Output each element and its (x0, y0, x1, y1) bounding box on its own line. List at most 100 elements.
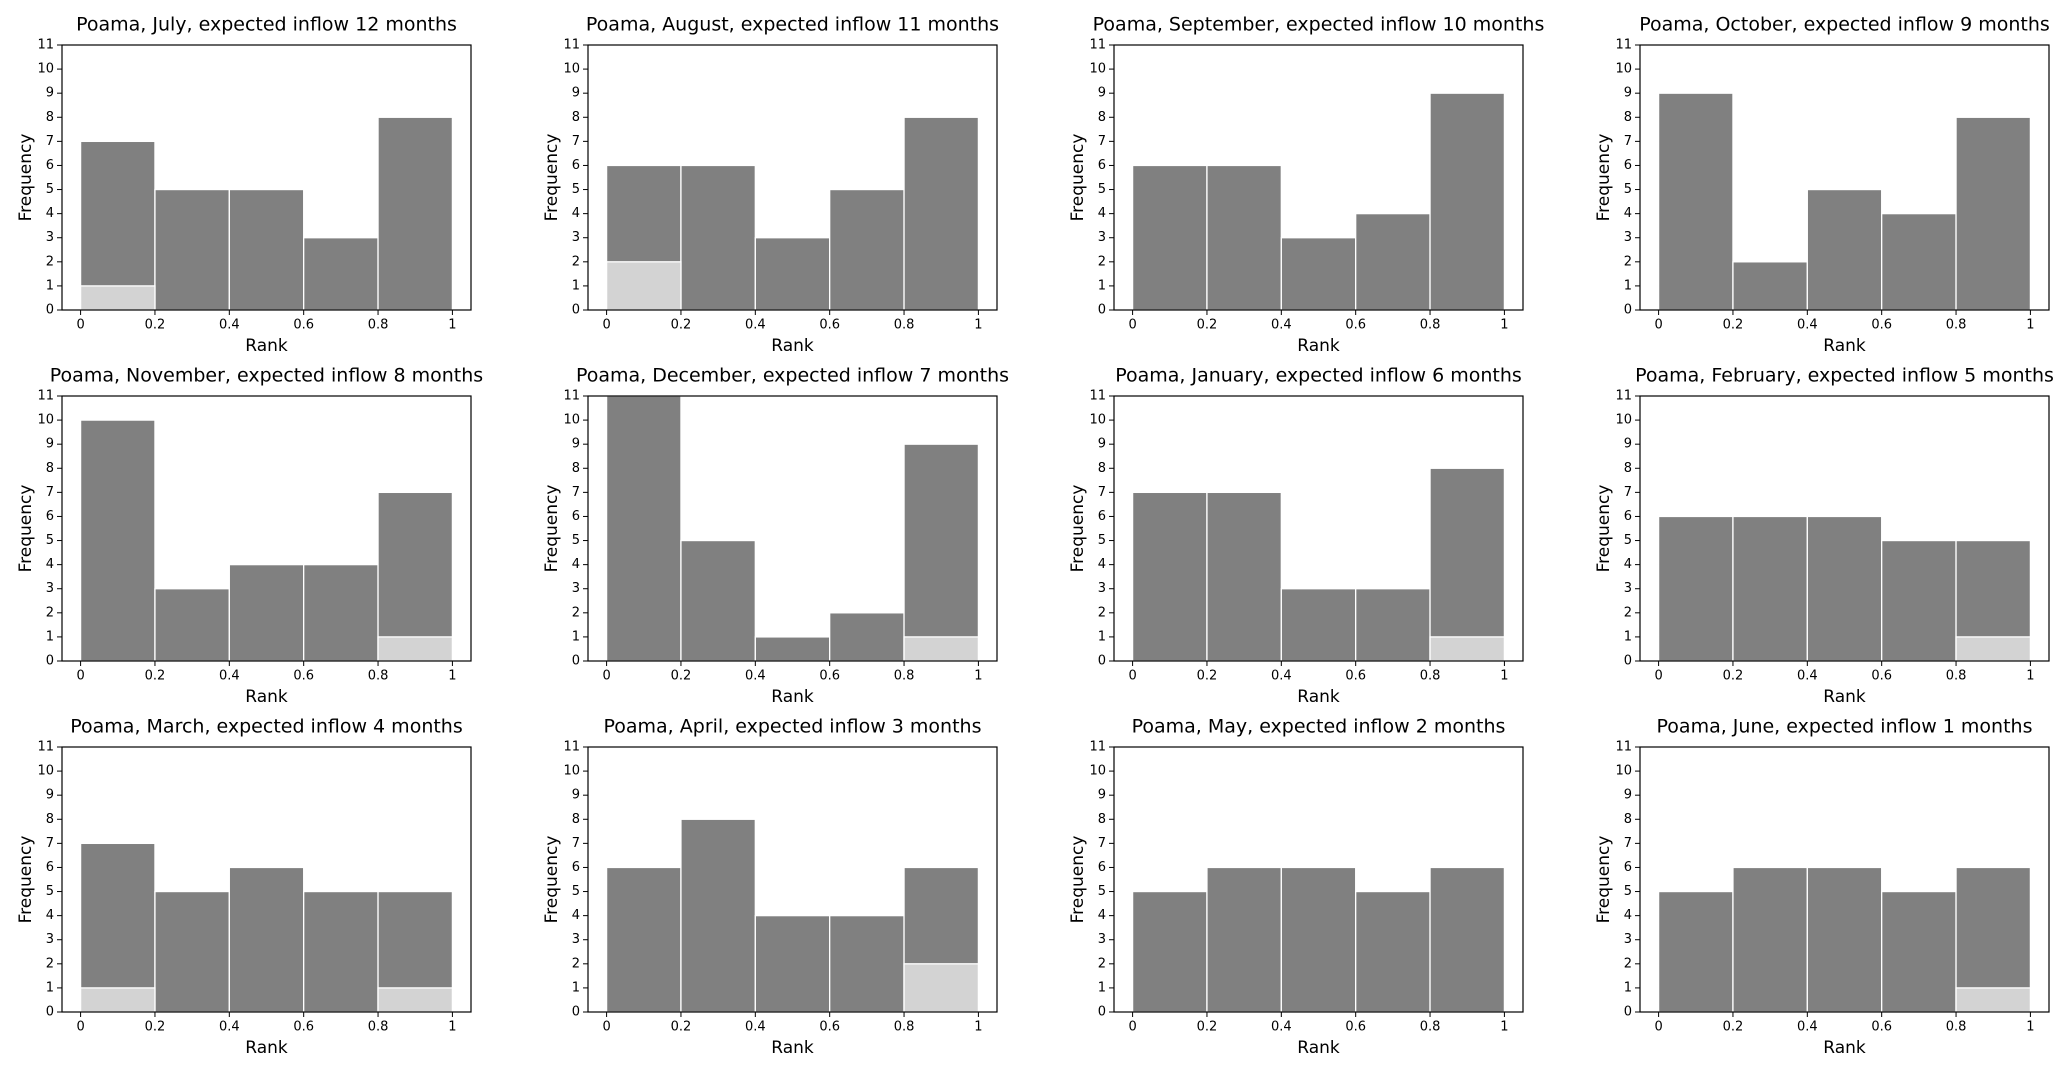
x-tick-label: 0.8 (1946, 1020, 1967, 1035)
histogram-bar (605, 261, 682, 311)
y-tick-label: 9 (1624, 86, 1632, 101)
histogram-bar (79, 842, 156, 1013)
x-tick-label: 0.8 (368, 669, 389, 684)
histogram-bar (754, 914, 831, 1013)
y-tick-label: 3 (572, 932, 580, 947)
y-tick-label: 4 (1624, 908, 1632, 923)
histogram-bar (1881, 890, 1957, 1013)
axes-frame (61, 395, 472, 662)
y-tick-label: 6 (1098, 509, 1106, 524)
subplot-title: Poama, June, expected inflow 1 months (1657, 716, 2033, 738)
x-tick-label: 1 (1500, 318, 1508, 333)
y-tick-label: 3 (572, 230, 580, 245)
x-tick-label: 1 (448, 1020, 456, 1035)
y-axis-label: Frequency (1068, 836, 1088, 924)
y-tick-label: 5 (1098, 533, 1106, 548)
x-tick-label: 1 (1500, 669, 1508, 684)
axes-frame (1113, 44, 1524, 311)
x-tick-label: 0.4 (219, 318, 240, 333)
x-tick-label: 0.6 (1345, 1020, 1366, 1035)
y-tick-label: 1 (46, 629, 54, 644)
y-tick-label: 10 (37, 413, 54, 428)
y-tick-label: 3 (1624, 230, 1632, 245)
x-tick-label: 0.2 (1197, 318, 1218, 333)
y-tick-label: 3 (46, 581, 54, 596)
axes-frame (587, 44, 998, 311)
histogram-bar (303, 237, 379, 311)
x-tick-label: 0.6 (1871, 669, 1892, 684)
histogram-bar (605, 395, 682, 662)
x-tick-label: 0.4 (219, 1020, 240, 1035)
subplot-title: Poama, April, expected inflow 3 months (603, 716, 981, 738)
x-tick-label: 1 (974, 669, 982, 684)
y-tick-label: 7 (46, 485, 54, 500)
histogram-bar (79, 419, 156, 662)
y-tick-label: 7 (46, 836, 54, 851)
x-tick-label: 0.8 (1420, 669, 1441, 684)
x-tick-label: 0.2 (671, 318, 692, 333)
x-tick-label: 0.4 (1797, 318, 1818, 333)
y-tick-label: 0 (1624, 654, 1632, 669)
y-tick-label: 8 (46, 461, 54, 476)
y-tick-label: 8 (1098, 461, 1106, 476)
subplot: 0 1 2 3 4 5 6 7 8 9 10 11 0 0.2 0.4 0.6 0.8 1 Poama, July,… (16, 14, 472, 356)
x-tick-label: 0 (602, 1020, 610, 1035)
y-tick-label: 1 (46, 980, 54, 995)
y-tick-label: 1 (572, 980, 580, 995)
x-axis-label: Rank (1823, 1038, 1866, 1058)
y-tick-label: 1 (1098, 980, 1106, 995)
y-tick-label: 5 (1624, 884, 1632, 899)
x-tick-label: 1 (1500, 1020, 1508, 1035)
x-axis-label: Rank (1823, 336, 1866, 356)
y-tick-label: 6 (1098, 158, 1106, 173)
x-tick-label: 0 (602, 318, 610, 333)
x-tick-label: 0.4 (1797, 669, 1818, 684)
axes-frame (1639, 395, 2050, 662)
axes-frame (1639, 746, 2050, 1013)
y-tick-label: 4 (572, 557, 580, 572)
subplot-title: Poama, February, expected inflow 5 month… (1635, 365, 2054, 387)
x-axis-label: Rank (1297, 336, 1340, 356)
subplot-title: Poama, January, expected inflow 6 months (1115, 365, 1522, 387)
x-tick-label: 1 (974, 318, 982, 333)
y-tick-label: 4 (46, 206, 54, 221)
x-tick-label: 0 (1654, 669, 1662, 684)
y-tick-label: 4 (1624, 557, 1632, 572)
histogram-bar (1732, 515, 1808, 662)
x-tick-label: 0.4 (745, 669, 766, 684)
y-tick-label: 8 (1624, 461, 1632, 476)
y-tick-label: 7 (1098, 836, 1106, 851)
histogram-bar (1355, 212, 1431, 311)
x-tick-label: 0.2 (1197, 669, 1218, 684)
subplot: 0 1 2 3 4 5 6 7 8 9 10 11 0 0.2 0.4 0.6 0.8 1 Poama, May, … (1068, 716, 1524, 1058)
y-tick-label: 5 (1098, 182, 1106, 197)
y-tick-label: 6 (1098, 860, 1106, 875)
y-tick-label: 11 (1615, 389, 1632, 404)
y-tick-label: 6 (1624, 509, 1632, 524)
histogram-bar (1429, 92, 1506, 311)
x-axis-label: Rank (245, 336, 288, 356)
histogram-bar (1732, 866, 1808, 1013)
histogram-bar (903, 963, 980, 1013)
y-tick-label: 9 (1098, 86, 1106, 101)
y-tick-label: 5 (1624, 533, 1632, 548)
x-tick-label: 0.2 (1723, 669, 1744, 684)
histogram-bar (903, 116, 980, 311)
y-tick-label: 4 (1098, 206, 1106, 221)
x-tick-label: 0.8 (894, 1020, 915, 1035)
y-tick-label: 2 (1098, 956, 1106, 971)
histogram-bar (154, 188, 230, 311)
x-tick-label: 1 (448, 318, 456, 333)
x-tick-label: 1 (974, 1020, 982, 1035)
y-axis-label: Frequency (1068, 134, 1088, 222)
y-tick-label: 0 (46, 654, 54, 669)
y-tick-label: 8 (1624, 812, 1632, 827)
subplot-title: Poama, May, expected inflow 2 months (1132, 716, 1506, 738)
x-axis-label: Rank (771, 1038, 814, 1058)
x-tick-label: 0.4 (219, 669, 240, 684)
y-tick-label: 10 (37, 62, 54, 77)
axes-frame (61, 44, 472, 311)
y-tick-label: 6 (46, 509, 54, 524)
subplot-title: Poama, July, expected inflow 12 months (76, 14, 457, 36)
